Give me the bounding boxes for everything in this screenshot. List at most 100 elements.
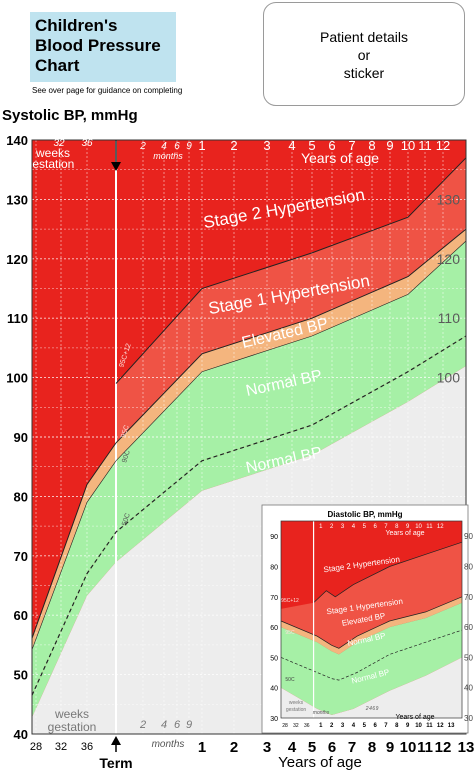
top-tick-years: 3 bbox=[263, 138, 270, 153]
term-label: Term bbox=[99, 755, 132, 770]
inset-y-tick: 90 bbox=[270, 534, 278, 541]
inset-right-tick: 80 bbox=[464, 562, 473, 571]
x-tick-weeks: 32 bbox=[55, 741, 67, 753]
y-tick-label: 90 bbox=[14, 430, 28, 445]
inset-right-tick: 90 bbox=[464, 532, 473, 541]
term-arrow-head-bottom bbox=[111, 736, 121, 745]
inset-top-tick-years: 9 bbox=[406, 524, 410, 530]
inset-y-tick: 60 bbox=[270, 625, 278, 632]
inset-centile-label-50c: 50C bbox=[285, 677, 295, 683]
top-tick-weeks: 32 bbox=[53, 138, 65, 149]
y-tick-label: 120 bbox=[6, 252, 28, 267]
inset-tick-months: 4 bbox=[369, 706, 372, 712]
inset-tick-months: 6 bbox=[372, 706, 375, 712]
right-axis-label: 130 bbox=[437, 191, 461, 207]
x-tick-years: 8 bbox=[368, 739, 376, 756]
normal-lower-area bbox=[32, 336, 466, 718]
top-tick-years: 1 bbox=[198, 138, 205, 153]
years-label-top: Years of age bbox=[301, 150, 379, 166]
top-tick-years: 8 bbox=[368, 138, 375, 153]
inset-x-tick-years: 8 bbox=[395, 723, 399, 729]
weeks-label-bottom: weeks bbox=[54, 707, 89, 721]
inset-x-tick-years: 13 bbox=[448, 723, 455, 729]
patient-line-1: Patient details bbox=[320, 29, 408, 45]
normal-upper-area bbox=[32, 241, 466, 696]
inset-x-tick-years: 10 bbox=[415, 723, 422, 729]
right-axis-label: 100 bbox=[437, 370, 461, 386]
centile-line-90c bbox=[31, 240, 467, 650]
inset-months-label: months bbox=[313, 710, 330, 716]
inset-tick-months: 9 bbox=[376, 706, 379, 712]
top-tick-years: 2 bbox=[230, 138, 237, 153]
inset-x-tick-years: 2 bbox=[330, 723, 334, 729]
top-tick-years: 9 bbox=[386, 138, 393, 153]
inset-x-tick-years: 4 bbox=[352, 723, 356, 729]
inset-right-tick: 50 bbox=[464, 653, 473, 662]
top-tick-years: 7 bbox=[348, 138, 355, 153]
inset-x-tick-years: 5 bbox=[363, 723, 367, 729]
inset-x-tick-years: 9 bbox=[406, 723, 410, 729]
inset-tick-months: 2 bbox=[365, 706, 369, 712]
inset-years-label-top: Years of age bbox=[385, 530, 424, 537]
gestation-label-bottom: gestation bbox=[48, 720, 97, 734]
inset-right-tick: 40 bbox=[464, 684, 473, 693]
top-tick-months: 2 bbox=[139, 141, 146, 152]
x-tick-years: 11 bbox=[417, 739, 433, 756]
title-line-1: Children's bbox=[35, 16, 118, 35]
inset-years-label-bottom: Years of age bbox=[395, 714, 434, 721]
inset-top-tick-years: 1 bbox=[319, 524, 323, 530]
x-tick-years: 9 bbox=[386, 739, 394, 756]
months-label-bottom: months bbox=[152, 739, 185, 750]
x-tick-years: 12 bbox=[435, 739, 452, 756]
inset-x-tick-weeks: 36 bbox=[304, 723, 310, 729]
inset-centile-95c12 bbox=[313, 541, 463, 604]
top-tick-months: 9 bbox=[186, 141, 192, 152]
y-tick-label: 80 bbox=[14, 489, 28, 504]
y-tick-label: 60 bbox=[14, 608, 28, 623]
inset-normal-area bbox=[281, 602, 462, 715]
inner-tick-months: 4 bbox=[161, 719, 167, 731]
inset-x-tick-weeks: 32 bbox=[293, 723, 299, 729]
y-tick-label: 100 bbox=[6, 371, 28, 386]
title-line-2: Blood Pressure bbox=[35, 36, 161, 55]
inset-top-tick-years: 12 bbox=[437, 524, 444, 530]
stage1-area bbox=[116, 157, 466, 443]
inner-tick-months: 9 bbox=[186, 719, 192, 731]
inset-centile-95c bbox=[280, 596, 463, 649]
inset-title: Diastolic BP, mmHg bbox=[328, 510, 403, 519]
inset-y-tick: 70 bbox=[270, 595, 278, 602]
inset-top-tick-years: 11 bbox=[426, 524, 433, 530]
inset-centile-50c bbox=[280, 629, 463, 681]
x-tick-years: 6 bbox=[328, 739, 336, 756]
inset-frame bbox=[280, 520, 463, 719]
top-tick-years: 4 bbox=[288, 138, 295, 153]
inset-top-tick-years: 4 bbox=[352, 524, 356, 530]
right-axis-label: 110 bbox=[438, 310, 461, 326]
right-axis-label: 120 bbox=[437, 251, 461, 267]
centile-label-50c: 50C bbox=[121, 512, 132, 526]
top-tick-years: 11 bbox=[418, 138, 432, 153]
inset-y-tick: 50 bbox=[270, 655, 278, 662]
y-tick-label: 70 bbox=[14, 549, 28, 564]
y-tick-label: 50 bbox=[14, 668, 28, 683]
x-tick-years: 1 bbox=[198, 739, 206, 756]
x-tick-years: 2 bbox=[230, 739, 238, 756]
guidance-note: See over page for guidance on completing bbox=[32, 86, 183, 95]
patient-details-box[interactable]: Patient details or sticker bbox=[263, 2, 465, 106]
inset-y-tick: 80 bbox=[270, 564, 278, 571]
top-tick-years: 5 bbox=[308, 138, 315, 153]
x-tick-years: 5 bbox=[308, 739, 316, 756]
y-tick-label: 40 bbox=[14, 727, 28, 742]
top-tick-months: 4 bbox=[161, 141, 167, 152]
inset-x-tick-weeks: 28 bbox=[282, 723, 288, 729]
x-tick-weeks: 36 bbox=[81, 741, 93, 753]
inner-tick-months: 6 bbox=[174, 719, 181, 731]
inset-top-tick-years: 8 bbox=[395, 524, 399, 530]
plot-frame bbox=[31, 139, 467, 735]
term-arrow-head-top bbox=[111, 162, 121, 171]
centile-line-95c bbox=[31, 228, 467, 639]
inset-top-tick-years: 6 bbox=[373, 524, 377, 530]
inset-weeks-label: weeks bbox=[289, 700, 304, 706]
inset-x-tick-years: 1 bbox=[319, 723, 323, 729]
